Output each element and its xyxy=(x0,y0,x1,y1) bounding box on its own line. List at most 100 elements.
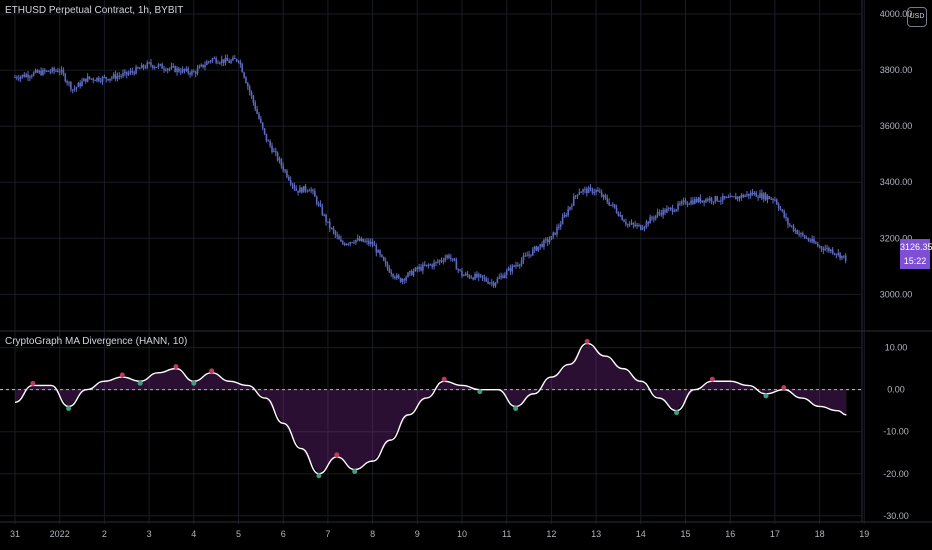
candle xyxy=(269,139,271,148)
candle-body xyxy=(805,237,808,239)
candle xyxy=(14,74,16,79)
candle xyxy=(585,186,588,197)
candle xyxy=(759,189,761,199)
candle-body xyxy=(207,61,210,63)
candle xyxy=(243,71,245,79)
candle-body xyxy=(271,145,273,152)
candle-body xyxy=(204,65,206,68)
candle xyxy=(809,238,812,243)
candle-body xyxy=(770,198,772,200)
candle xyxy=(705,197,707,204)
candle xyxy=(25,72,27,78)
candle xyxy=(222,59,225,67)
candle xyxy=(230,58,232,64)
candle-body xyxy=(658,212,661,214)
candle xyxy=(317,201,320,207)
candle xyxy=(98,75,100,83)
candle xyxy=(481,275,484,282)
candle-body xyxy=(166,68,169,71)
candle xyxy=(716,195,718,202)
candle xyxy=(200,63,203,68)
candle-body xyxy=(379,250,381,255)
candle xyxy=(410,269,413,276)
candle xyxy=(273,147,275,153)
candle xyxy=(554,232,556,236)
candle xyxy=(176,66,178,76)
candle xyxy=(207,60,210,64)
candle-body xyxy=(582,189,584,192)
candle xyxy=(470,275,473,279)
candle-body xyxy=(766,196,769,200)
candle xyxy=(233,55,236,59)
candle-body xyxy=(701,200,704,203)
indicator-title[interactable]: CryptoGraph MA Divergence (HANN, 10) xyxy=(5,336,188,347)
candle-body xyxy=(772,198,774,200)
candle xyxy=(209,59,212,64)
candle xyxy=(451,258,454,262)
candle-body xyxy=(841,255,843,259)
time-axis-label: 12 xyxy=(546,529,556,539)
candle-body xyxy=(60,69,63,72)
candle-body xyxy=(103,77,106,79)
candle-body xyxy=(643,226,646,229)
currency-badge[interactable]: USD xyxy=(907,7,927,27)
candle-countdown: 15:22 xyxy=(903,256,927,266)
candle xyxy=(47,70,50,72)
candle xyxy=(34,68,37,74)
candle-body xyxy=(491,282,493,284)
candle-body xyxy=(599,191,601,193)
pivot-low-marker xyxy=(191,380,197,386)
candle xyxy=(533,245,536,253)
candle-body xyxy=(125,71,128,75)
candle xyxy=(833,252,836,256)
candle xyxy=(118,72,121,80)
candle xyxy=(623,218,625,223)
candle-body xyxy=(420,266,422,271)
candle xyxy=(342,239,344,246)
candle xyxy=(401,278,404,285)
candle-body xyxy=(712,201,715,203)
candle-body xyxy=(98,77,100,81)
candle-body xyxy=(274,150,277,153)
candle-body xyxy=(92,78,95,81)
candle xyxy=(572,193,575,206)
candle-body xyxy=(574,195,577,197)
candle xyxy=(96,77,98,83)
candle xyxy=(734,192,737,200)
candle xyxy=(321,203,324,217)
candle-body xyxy=(781,209,784,212)
candle-body xyxy=(323,214,325,216)
candle xyxy=(284,168,286,174)
candle xyxy=(278,156,281,164)
candle-body xyxy=(68,82,70,84)
candle xyxy=(755,190,758,197)
candle-body xyxy=(802,233,804,236)
candle-body xyxy=(194,72,197,74)
candle-body xyxy=(785,216,787,219)
candle xyxy=(68,81,70,87)
candle xyxy=(841,255,843,261)
candle-body xyxy=(146,62,149,68)
candle-body xyxy=(738,196,741,199)
candle xyxy=(332,225,335,235)
candle-body xyxy=(576,194,579,196)
candle-body xyxy=(518,264,521,266)
time-axis-label: 14 xyxy=(636,529,646,539)
candle xyxy=(301,186,303,194)
candle xyxy=(580,191,582,193)
candle xyxy=(632,222,635,229)
candle-body xyxy=(498,277,501,279)
candle xyxy=(375,243,378,257)
candle-body xyxy=(798,233,800,235)
candle-body xyxy=(133,72,135,74)
candle-body xyxy=(612,204,614,206)
candle xyxy=(714,195,717,204)
candle-body xyxy=(358,238,361,241)
candle-body xyxy=(105,77,108,80)
candle-body xyxy=(79,82,81,86)
candle-body xyxy=(500,275,502,278)
candle xyxy=(766,194,769,204)
candle-body xyxy=(390,272,393,275)
